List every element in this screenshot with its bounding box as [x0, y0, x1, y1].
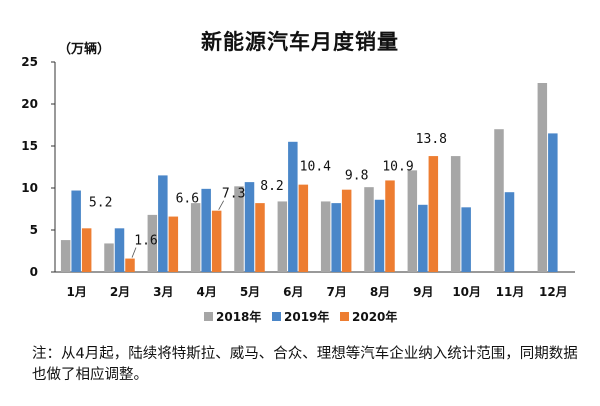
- bar-2018年-10月: [450, 156, 461, 272]
- bar-2018年-3月: [147, 214, 158, 272]
- y-tick-label: 10: [21, 181, 38, 195]
- bar-2018年-6月: [277, 201, 288, 272]
- x-tick-label: 4月: [196, 285, 216, 299]
- bar-2019年-5月: [244, 182, 255, 272]
- data-label-2020-5月: 8.2: [260, 179, 283, 194]
- bar-2019年-9月: [418, 204, 428, 272]
- y-tick-label: 20: [21, 97, 38, 111]
- bar-2018年-5月: [234, 186, 244, 272]
- bar-chart: 0 5 10 15 20 25 1月 2月 3月 4月 5月 6月 7月 8月 9月 10月 11月 12月 5.2…: [21, 55, 575, 324]
- y-tick-label: 0: [30, 265, 38, 279]
- legend-swatch-2020年: [340, 312, 349, 321]
- data-label-2020-7月: 9.8: [345, 169, 368, 184]
- bar-2020年-6月: [298, 184, 309, 272]
- chart-title: 新能源汽车月度销量: [201, 30, 399, 54]
- bar-2018年-12月: [537, 83, 548, 272]
- bar-2020年-8月: [385, 180, 395, 272]
- bar-2020年-5月: [255, 203, 265, 272]
- bar-2018年-2月: [104, 243, 114, 272]
- legend-label-2019年: 2019年: [284, 309, 329, 324]
- bar-2019年-4月: [201, 188, 211, 272]
- x-tick-label: 10月: [452, 285, 481, 299]
- bar-2020年-7月: [341, 189, 352, 272]
- data-label-2020-4月: 7.3: [222, 187, 245, 202]
- x-tick-label: 1月: [66, 285, 86, 299]
- data-label-2020-3月: 6.6: [176, 192, 199, 207]
- bar-2020年-3月: [168, 216, 179, 272]
- data-label-2020-2月: 1.6: [134, 234, 157, 249]
- bar-2018年-8月: [364, 187, 374, 272]
- x-tick-label: 2月: [110, 285, 130, 299]
- bar-2020年-1月: [81, 228, 92, 272]
- bar-2020年-9月: [428, 156, 439, 272]
- y-tick-label: 15: [21, 139, 38, 153]
- bar-2018年-7月: [320, 201, 331, 272]
- bar-2020年-4月: [211, 210, 222, 272]
- bar-2019年-11月: [504, 192, 515, 272]
- bar-2019年-6月: [288, 141, 298, 272]
- data-label-2020-6月: 10.4: [300, 160, 331, 175]
- x-tick-label: 11月: [496, 285, 525, 299]
- legend-swatch-2019年: [272, 312, 281, 321]
- bar-2019年-10月: [461, 207, 471, 272]
- bar-2019年-7月: [331, 203, 341, 272]
- data-label-leader: [131, 247, 137, 258]
- bar-2019年-3月: [158, 175, 168, 272]
- x-tick-label: 7月: [326, 285, 346, 299]
- bar-2018年-4月: [190, 203, 201, 272]
- y-tick-label: 5: [30, 223, 38, 237]
- x-tick-label: 8月: [370, 285, 390, 299]
- data-label-2020-1月: 5.2: [89, 195, 112, 210]
- x-tick-label: 5月: [240, 285, 260, 299]
- x-tick-label: 3月: [153, 285, 173, 299]
- bar-2019年-8月: [374, 199, 385, 272]
- x-tick-label: 12月: [539, 285, 568, 299]
- bar-2018年-9月: [407, 170, 418, 272]
- legend-label-2020年: 2020年: [352, 309, 397, 324]
- data-label-2020-8月: 10.9: [382, 159, 413, 174]
- footnote: 注：从4月起，陆续将特斯拉、威马、合众、理想等汽车企业纳入统计范围，同期数据也做…: [32, 346, 578, 383]
- y-tick-label: 25: [21, 55, 38, 69]
- x-tick-label: 9月: [413, 285, 433, 299]
- bar-2020年-2月: [125, 258, 135, 272]
- x-tick-label: 6月: [283, 285, 303, 299]
- unit-label: （万辆）: [58, 42, 111, 57]
- bar-2018年-1月: [60, 240, 71, 272]
- bar-2019年-2月: [114, 228, 125, 272]
- data-label-leader: [218, 200, 225, 210]
- bar-2018年-11月: [494, 129, 504, 272]
- bar-2019年-12月: [548, 133, 558, 272]
- legend-swatch-2018年: [204, 312, 213, 321]
- bar-2019年-1月: [71, 190, 81, 272]
- legend-label-2018年: 2018年: [216, 309, 261, 324]
- data-label-2020-9月: 13.8: [416, 132, 447, 147]
